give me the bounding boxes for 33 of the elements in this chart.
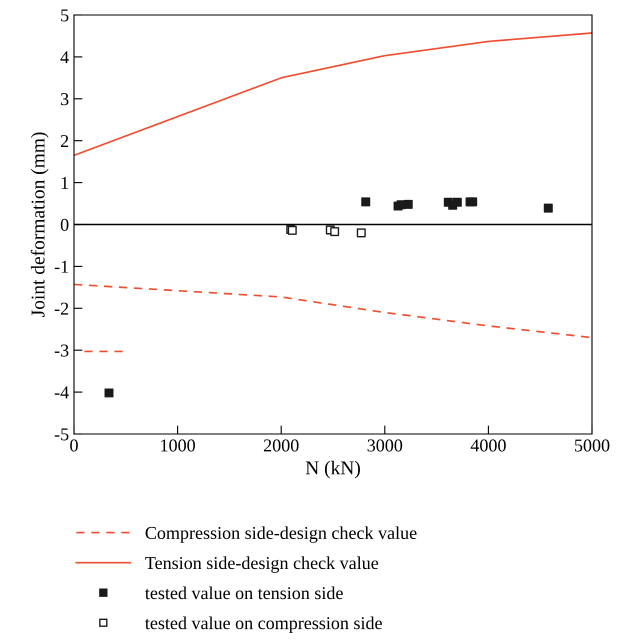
y-tick-label: -3 — [54, 344, 68, 357]
x-axis-title: N (kN) — [306, 460, 360, 478]
point — [468, 197, 478, 206]
point — [452, 198, 462, 207]
y-tick-label: -5 — [54, 428, 68, 440]
x-tick-label: 2000 — [264, 439, 299, 452]
y-tick-label: -4 — [54, 386, 69, 398]
y-tick-label: -1 — [54, 260, 68, 273]
line-series — [74, 284, 592, 338]
y-tick-label: 2 — [60, 135, 68, 147]
x-tick-label: 4000 — [470, 439, 506, 452]
point — [544, 204, 553, 213]
x-tick-label: 1000 — [161, 439, 195, 452]
line-series — [74, 32, 592, 156]
y-tick-label: 1 — [62, 176, 68, 189]
y-tick-label: 5 — [61, 9, 68, 22]
x-tick-label: 0 — [70, 439, 78, 452]
legend-label: Compression side-design check value — [146, 526, 417, 543]
point — [356, 228, 366, 238]
point — [104, 388, 114, 398]
point — [330, 227, 340, 236]
x-tick-label: 3000 — [368, 439, 402, 452]
y-tick-label: 4 — [60, 51, 69, 64]
y-tick-label: 3 — [60, 93, 68, 106]
point — [361, 197, 370, 206]
legend-label: tested value on tension side — [145, 586, 343, 600]
legend-label: Tension side-design check value — [145, 556, 378, 573]
x-tick-label: 5000 — [574, 439, 610, 452]
y-axis-title: Joint deformation (mm) — [30, 132, 49, 317]
point — [404, 200, 413, 209]
legend-label: tested value on compression side — [145, 616, 382, 633]
y-tick-label: 0 — [60, 218, 68, 231]
y-tick-label: -2 — [54, 302, 68, 315]
